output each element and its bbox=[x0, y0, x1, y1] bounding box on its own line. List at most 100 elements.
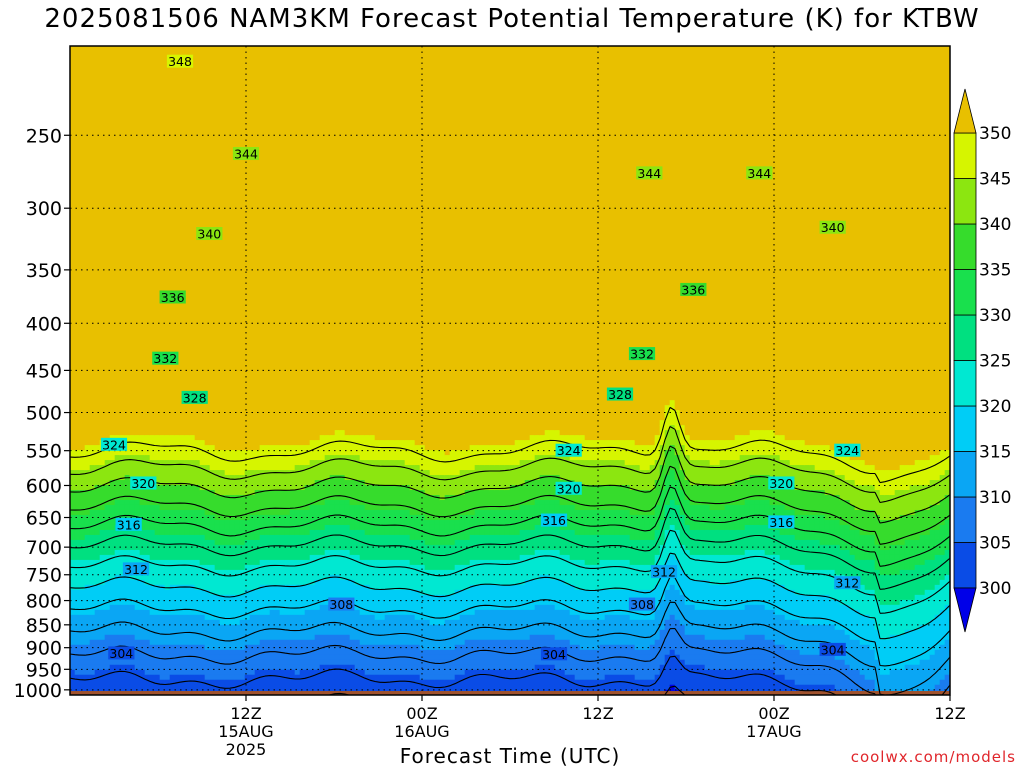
filled-contour-cell bbox=[240, 500, 246, 506]
filled-contour-cell bbox=[140, 81, 146, 87]
filled-contour-cell bbox=[225, 131, 231, 137]
filled-contour-cell bbox=[180, 550, 186, 556]
filled-contour-cell bbox=[240, 260, 246, 266]
filled-contour-cell bbox=[160, 325, 166, 331]
filled-contour-cell bbox=[230, 540, 236, 546]
filled-contour-cell bbox=[115, 640, 121, 646]
filled-contour-cell bbox=[80, 230, 86, 236]
filled-contour-cell bbox=[175, 255, 181, 261]
filled-contour-cell bbox=[120, 505, 126, 511]
filled-contour-cell bbox=[80, 285, 86, 291]
filled-contour-cell bbox=[165, 76, 171, 82]
filled-contour-cell bbox=[250, 220, 256, 226]
filled-contour-cell bbox=[135, 510, 141, 516]
filled-contour-cell bbox=[140, 166, 146, 172]
filled-contour-cell bbox=[200, 345, 206, 351]
filled-contour-cell bbox=[85, 345, 91, 351]
filled-contour-cell bbox=[220, 590, 226, 596]
filled-contour-cell bbox=[145, 640, 151, 646]
filled-contour-cell bbox=[220, 260, 226, 266]
filled-contour-cell bbox=[190, 96, 196, 102]
filled-contour-cell bbox=[75, 76, 81, 82]
filled-contour-cell bbox=[90, 195, 96, 201]
filled-contour-cell bbox=[120, 360, 126, 366]
filled-contour-cell bbox=[220, 121, 226, 127]
filled-contour-cell bbox=[200, 116, 206, 122]
filled-contour-cell bbox=[165, 210, 171, 216]
filled-contour-cell bbox=[85, 245, 91, 251]
filled-contour-cell bbox=[115, 335, 121, 341]
filled-contour-cell bbox=[160, 235, 166, 241]
filled-contour-cell bbox=[100, 335, 106, 341]
filled-contour-cell bbox=[115, 540, 121, 546]
filled-contour-cell bbox=[170, 400, 176, 406]
filled-contour-cell bbox=[225, 106, 231, 112]
filled-contour-cell bbox=[115, 205, 121, 211]
filled-contour-cell bbox=[140, 455, 146, 461]
filled-contour-cell bbox=[120, 161, 126, 167]
filled-contour-cell bbox=[120, 580, 126, 586]
filled-contour-cell bbox=[250, 625, 256, 631]
filled-contour-cell bbox=[155, 635, 161, 641]
filled-contour-cell bbox=[150, 675, 156, 681]
filled-contour-cell bbox=[125, 590, 131, 596]
filled-contour-cell bbox=[135, 405, 141, 411]
filled-contour-cell bbox=[240, 490, 246, 496]
filled-contour-cell bbox=[260, 91, 266, 97]
filled-contour-cell bbox=[100, 430, 106, 436]
filled-contour-cell bbox=[130, 96, 136, 102]
filled-contour-cell bbox=[170, 425, 176, 431]
filled-contour-cell bbox=[220, 470, 226, 476]
filled-contour-cell bbox=[140, 585, 146, 591]
filled-contour-cell bbox=[120, 630, 126, 636]
filled-contour-cell bbox=[130, 345, 136, 351]
filled-contour-cell bbox=[215, 76, 221, 82]
filled-contour-cell bbox=[185, 310, 191, 316]
filled-contour-cell bbox=[75, 315, 81, 321]
filled-contour-cell bbox=[150, 395, 156, 401]
filled-contour-cell bbox=[205, 415, 211, 421]
filled-contour-cell bbox=[250, 325, 256, 331]
filled-contour-cell bbox=[140, 595, 146, 601]
filled-contour-cell bbox=[235, 505, 241, 511]
filled-contour-cell bbox=[170, 200, 176, 206]
filled-contour-cell bbox=[140, 86, 146, 92]
filled-contour-cell bbox=[100, 275, 106, 281]
filled-contour-cell bbox=[170, 335, 176, 341]
filled-contour-cell bbox=[130, 215, 136, 221]
filled-contour-cell bbox=[80, 151, 86, 157]
filled-contour-cell bbox=[235, 230, 241, 236]
filled-contour-cell bbox=[120, 425, 126, 431]
filled-contour-cell bbox=[90, 126, 96, 132]
filled-contour-cell bbox=[210, 460, 216, 466]
filled-contour-cell bbox=[240, 580, 246, 586]
filled-contour-cell bbox=[225, 685, 231, 691]
filled-contour-cell bbox=[110, 430, 116, 436]
filled-contour-cell bbox=[165, 96, 171, 102]
filled-contour-cell bbox=[170, 255, 176, 261]
filled-contour-cell bbox=[180, 146, 186, 152]
filled-contour-cell bbox=[210, 106, 216, 112]
filled-contour-cell bbox=[210, 310, 216, 316]
filled-contour-cell bbox=[200, 71, 206, 77]
filled-contour-cell bbox=[140, 240, 146, 246]
filled-contour-cell bbox=[115, 315, 121, 321]
filled-contour-cell bbox=[230, 565, 236, 571]
filled-contour-cell bbox=[240, 555, 246, 561]
filled-contour-cell bbox=[95, 495, 101, 501]
filled-contour-cell bbox=[175, 240, 181, 246]
filled-contour-cell bbox=[75, 200, 81, 206]
filled-contour-cell bbox=[175, 81, 181, 87]
filled-contour-cell bbox=[140, 340, 146, 346]
filled-contour-cell bbox=[75, 580, 81, 586]
filled-contour-cell bbox=[195, 470, 201, 476]
filled-contour-cell bbox=[240, 245, 246, 251]
filled-contour-cell bbox=[235, 76, 241, 82]
filled-contour-cell bbox=[100, 156, 106, 162]
filled-contour-cell bbox=[150, 61, 156, 67]
filled-contour-cell bbox=[115, 580, 121, 586]
filled-contour-cell bbox=[195, 345, 201, 351]
filled-contour-cell bbox=[240, 575, 246, 581]
filled-contour-cell bbox=[155, 490, 161, 496]
filled-contour-cell bbox=[75, 375, 81, 381]
